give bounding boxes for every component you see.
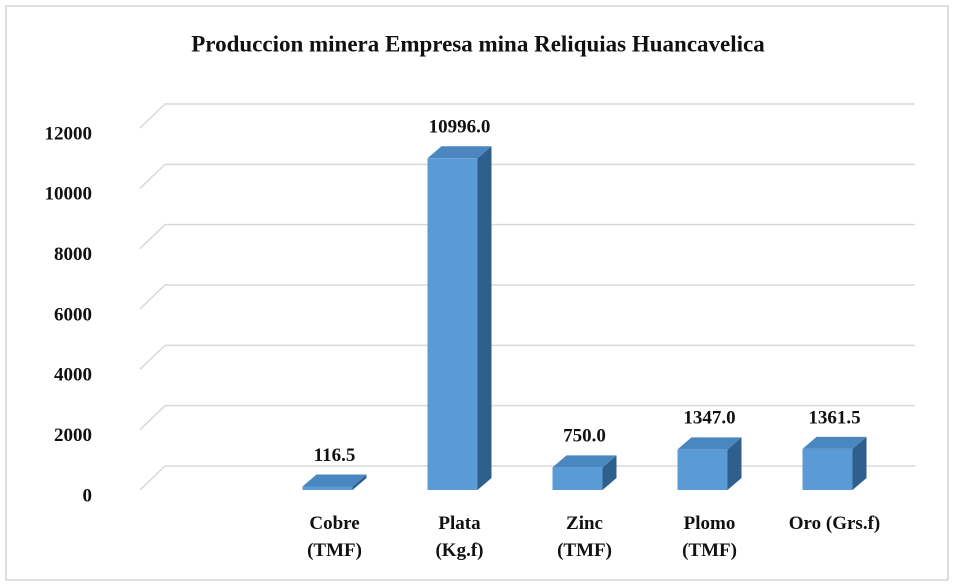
bar — [302, 486, 353, 490]
x-tick-label: Cobre (TMF) — [307, 513, 362, 561]
y-tick-label: 2000 — [54, 425, 92, 446]
y-tick-label: 0 — [83, 485, 93, 506]
grid-line — [139, 163, 915, 189]
y-tick-label: 10000 — [45, 184, 93, 205]
bar-top — [302, 474, 367, 487]
x-tick-label: Oro (Grs.f) — [788, 513, 881, 534]
bar-top — [427, 146, 492, 159]
bar-top — [552, 455, 617, 468]
data-label: 1361.5 — [808, 407, 860, 428]
x-tick-label: Plomo (TMF) — [682, 513, 737, 561]
grid-line — [139, 223, 915, 250]
y-tick-label: 12000 — [45, 123, 93, 144]
data-label: 10996.0 — [429, 117, 491, 138]
data-label: 750.0 — [563, 426, 606, 447]
chart-title: Produccion minera Empresa mina Reliquias… — [191, 31, 765, 56]
x-tick-label: Plata (Kg.f) — [435, 513, 484, 561]
bar-side — [352, 474, 367, 490]
grid-line — [139, 103, 915, 129]
grid-line — [139, 465, 915, 491]
bar-side — [852, 436, 867, 490]
data-label: 116.5 — [314, 445, 356, 466]
bar — [552, 467, 603, 490]
data-label: 1347.0 — [683, 408, 735, 429]
y-tick-label: 4000 — [54, 365, 92, 386]
bar-top — [802, 436, 867, 449]
bar-top — [677, 437, 742, 450]
x-tick-label: Zinc (TMF) — [557, 513, 612, 561]
bar-side — [602, 455, 617, 490]
bar — [802, 448, 853, 490]
grid-line — [139, 404, 915, 431]
grid-line — [139, 344, 915, 370]
grid-line — [139, 284, 915, 310]
bar — [427, 158, 478, 490]
bar-side — [727, 437, 742, 490]
y-tick-label: 8000 — [54, 244, 92, 265]
bar — [677, 449, 728, 490]
y-tick-label: 6000 — [54, 304, 92, 325]
bar-side — [477, 146, 492, 490]
